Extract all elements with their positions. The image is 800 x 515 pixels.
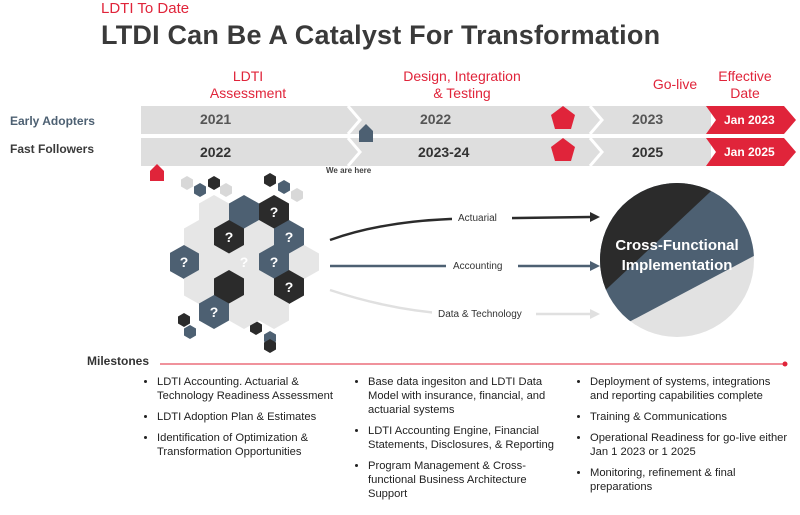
- svg-text:?: ?: [225, 229, 234, 245]
- phase-assessment-line2: Assessment: [209, 85, 287, 101]
- milestone-column-2: Base data ingesiton and LDTI Data Model …: [356, 375, 566, 508]
- year-early-2: 2022: [420, 111, 452, 127]
- circle-label: Cross-Functional Implementation: [600, 236, 754, 276]
- milestone-item: Identification of Optimization & Transfo…: [157, 431, 345, 459]
- milestones-label: Milestones: [87, 354, 150, 368]
- row-label-fast-followers: Fast Followers: [10, 142, 95, 156]
- year-fast-1: 2022: [200, 144, 232, 160]
- timeline-bar-fast: [141, 138, 711, 166]
- circle-label-line1: Cross-Functional: [615, 237, 739, 254]
- flow-label-data-technology: Data & Technology: [438, 309, 522, 320]
- position-marker-fast: [150, 164, 164, 181]
- year-fast-3: 2025: [632, 144, 664, 160]
- milestone-item: Operational Readiness for go-live either…: [590, 431, 792, 459]
- milestone-item: LDTI Accounting Engine, Financial Statem…: [368, 424, 566, 452]
- svg-text:?: ?: [240, 254, 249, 270]
- svg-text:?: ?: [285, 229, 294, 245]
- arrowhead-accounting: [590, 261, 600, 271]
- separator-early-2: [588, 105, 604, 135]
- row-label-early-adopters: Early Adopters: [10, 114, 95, 128]
- separator-early-1: [346, 105, 362, 135]
- cross-functional-circle: [600, 183, 754, 337]
- phase-assessment: LDTI Assessment: [198, 68, 298, 102]
- hexagon-cluster: ? ? ? ? ? ? ? ?: [170, 173, 319, 353]
- phase-effective: Effective Date: [710, 68, 780, 102]
- phase-effective-line1: Effective: [718, 68, 772, 84]
- svg-text:?: ?: [180, 254, 189, 270]
- svg-text:?: ?: [210, 304, 219, 320]
- golive-marker-fast: [551, 138, 575, 161]
- milestone-item: Base data ingesiton and LDTI Data Model …: [368, 375, 566, 417]
- flow-line-actuarial: [329, 215, 591, 242]
- phase-design: Design, Integration & Testing: [392, 68, 532, 102]
- arrowhead-data: [590, 309, 600, 319]
- page-title: LTDI Can Be A Catalyst For Transformatio…: [101, 20, 661, 50]
- phase-design-line1: Design, Integration: [403, 68, 521, 84]
- date-arrow-early: [706, 106, 796, 134]
- milestone-item: LDTI Adoption Plan & Estimates: [157, 410, 345, 424]
- svg-text:?: ?: [270, 204, 279, 220]
- position-marker-early: [359, 124, 373, 142]
- milestone-item: LDTI Accounting. Actuarial & Technology …: [157, 375, 345, 403]
- phase-golive: Go-live: [652, 76, 698, 92]
- milestone-column-3: Deployment of systems, integrations and …: [578, 375, 792, 501]
- milestone-column-1: LDTI Accounting. Actuarial & Technology …: [145, 375, 345, 466]
- arrowhead-actuarial: [590, 212, 600, 222]
- date-arrow-fast: [706, 138, 796, 166]
- golive-marker-early: [551, 106, 575, 129]
- flow-label-accounting: Accounting: [453, 261, 503, 272]
- section-kicker: LDTI To Date: [101, 0, 190, 17]
- year-early-3: 2023: [632, 111, 664, 127]
- phase-design-line2: & Testing: [433, 85, 491, 101]
- effective-date-early: Jan 2023: [724, 113, 775, 127]
- phase-assessment-line1: LDTI: [232, 68, 264, 84]
- timeline-bar-early: [141, 106, 711, 134]
- effective-date-fast: Jan 2025: [724, 145, 775, 159]
- milestone-item: Monitoring, refinement & final preparati…: [590, 466, 792, 494]
- we-are-here-label: We are here: [326, 166, 372, 175]
- year-early-1: 2021: [200, 111, 232, 127]
- year-fast-2: 2023-24: [418, 144, 470, 160]
- milestone-item: Training & Communications: [590, 410, 792, 424]
- flow-label-actuarial: Actuarial: [458, 213, 497, 224]
- circle-label-line2: Implementation: [621, 257, 733, 274]
- milestone-item: Deployment of systems, integrations and …: [590, 375, 792, 403]
- separator-fast-2: [588, 137, 604, 167]
- phase-effective-line2: Date: [730, 85, 760, 101]
- svg-text:?: ?: [270, 254, 279, 270]
- separator-fast-1: [346, 137, 362, 167]
- svg-text:?: ?: [285, 279, 294, 295]
- milestone-item: Program Management & Cross-functional Bu…: [368, 459, 566, 501]
